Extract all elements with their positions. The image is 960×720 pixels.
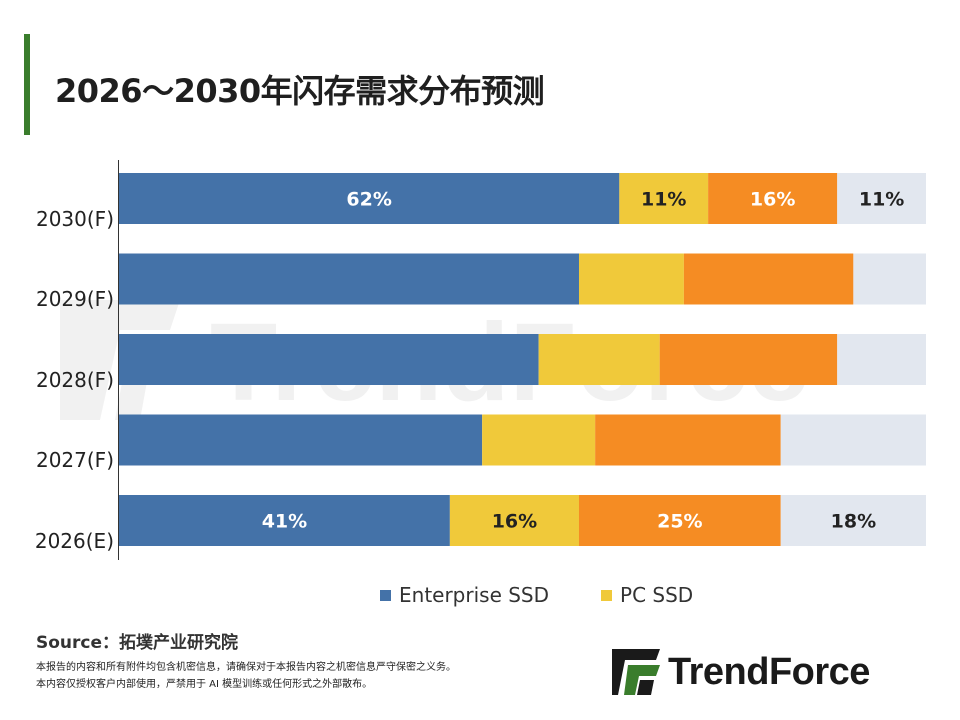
- bar-segment-2028-f-series-2: [538, 334, 660, 385]
- bar-segment-2027-f-series-2: [482, 414, 596, 466]
- bar-segment-2027-f-series-4: [780, 414, 926, 466]
- category-label-2027-f: 2027(F): [35, 448, 114, 472]
- data-label-2030-f-series-3: 16%: [750, 189, 795, 211]
- chart-legend: Enterprise SSD PC SSD: [380, 583, 693, 607]
- legend-label-enterprise-ssd: Enterprise SSD: [399, 583, 550, 607]
- bar-segment-2028-f-series-1: [119, 334, 539, 385]
- legend-swatch-pc-ssd: [601, 589, 613, 601]
- bar-segment-2027-f-series-1: [119, 414, 483, 466]
- bar-segment-2029-f-series-4: [853, 253, 926, 305]
- legend-swatch-enterprise-ssd: [380, 589, 391, 601]
- confidentiality-note: 本报告的内容和所有附件均包含机密信息，请确保对于本报告内容之机密信息严守保密之义…: [36, 662, 456, 673]
- title-accent-bar: [24, 34, 30, 135]
- legend-item-pc-ssd: PC SSD: [601, 583, 693, 607]
- chart-title: 2026～2030年闪存需求分布预测: [55, 72, 545, 110]
- bar-segment-2027-f-series-3: [595, 414, 781, 466]
- category-label-2028-f: 2028(F): [35, 367, 114, 392]
- bar-segment-2026-e-series-4: [780, 495, 926, 546]
- category-axis-line: [118, 160, 119, 560]
- data-label-2026-e-series-1: 41%: [262, 511, 307, 533]
- category-label-2030-f: 2030(F): [35, 206, 114, 231]
- data-label-2026-e-series-2: 16%: [492, 511, 537, 533]
- data-label-2030-f-series-2: 11%: [641, 189, 686, 211]
- bar-segment-2030-f-series-3: [708, 173, 838, 224]
- bar-segment-2026-e-series-2: [449, 495, 579, 546]
- trendforce-logo: TrendForce: [612, 646, 932, 698]
- legend-item-enterprise-ssd: Enterprise SSD: [380, 583, 549, 607]
- bar-segment-2029-f-series-2: [578, 253, 684, 305]
- bar-segment-2028-f-series-4: [837, 334, 926, 385]
- data-label-2026-e-series-3: 25%: [657, 511, 702, 533]
- bar-segment-2030-f-series-1: [119, 173, 620, 224]
- source-note: Source：拓墣产业研究院: [36, 633, 239, 653]
- legend-label-pc-ssd: PC SSD: [620, 583, 694, 607]
- data-label-2030-f-series-4: 11%: [859, 189, 904, 211]
- category-label-2026-e: 2026(E): [34, 528, 114, 553]
- bar-segment-2030-f-series-4: [837, 173, 926, 224]
- data-label-2030-f-series-1: 62%: [346, 189, 391, 211]
- bar-segment-2030-f-series-2: [619, 173, 709, 224]
- bar-segment-2029-f-series-3: [683, 253, 854, 305]
- bar-segment-2026-e-series-3: [578, 495, 781, 546]
- category-label-2029-f: 2029(F): [35, 287, 114, 311]
- bar-segment-2029-f-series-1: [119, 253, 579, 305]
- bar-segment-2028-f-series-3: [659, 334, 838, 385]
- trendforce-logo-mark-icon: [612, 649, 660, 695]
- data-label-2026-e-series-4: 18%: [831, 511, 876, 533]
- logo-text: TrendForce: [668, 650, 870, 693]
- usage-restriction-note: 本内容仅授权客户内部使用，严禁用于 AI 模型训练或任何形式之外部散布。: [36, 679, 373, 690]
- bar-segment-2026-e-series-1: [119, 495, 450, 546]
